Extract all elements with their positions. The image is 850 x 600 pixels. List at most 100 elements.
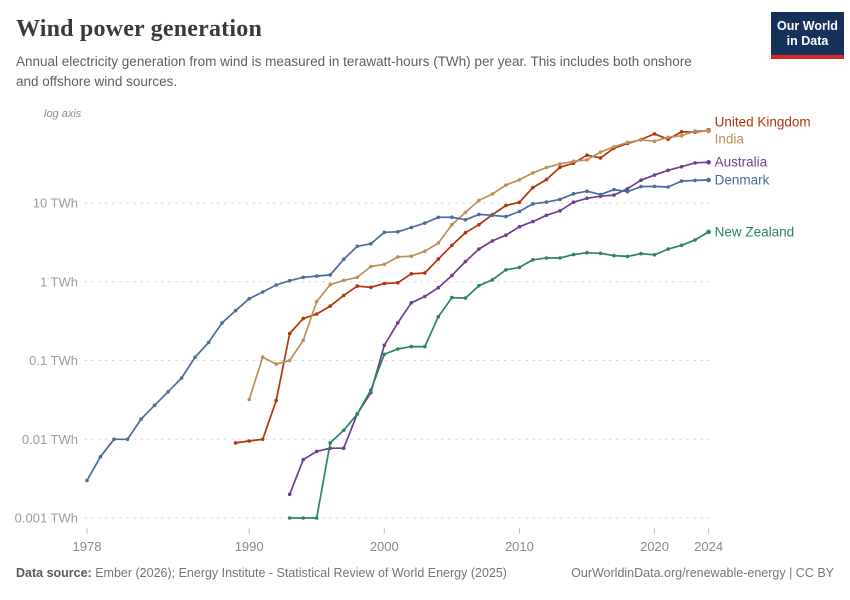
data-point[interactable] (504, 214, 508, 219)
data-point[interactable] (477, 283, 481, 288)
data-point[interactable] (706, 177, 711, 183)
data-point[interactable] (693, 161, 697, 165)
data-point[interactable] (463, 296, 468, 300)
data-point[interactable] (193, 355, 197, 360)
data-point[interactable] (666, 168, 670, 173)
data-point[interactable] (382, 230, 387, 235)
data-point[interactable] (355, 275, 360, 280)
data-point[interactable] (693, 238, 697, 242)
data-point[interactable] (247, 397, 251, 402)
data-point[interactable] (436, 257, 441, 261)
data-point[interactable] (706, 229, 711, 235)
data-point[interactable] (369, 285, 373, 290)
data-point[interactable] (639, 138, 643, 142)
data-point[interactable] (112, 437, 116, 442)
data-point[interactable] (652, 253, 657, 257)
data-point[interactable] (409, 225, 414, 230)
data-point[interactable] (585, 153, 589, 157)
data-point[interactable] (666, 247, 670, 251)
data-point[interactable] (287, 492, 292, 497)
data-point[interactable] (314, 274, 319, 278)
data-point[interactable] (490, 213, 495, 218)
footer-link[interactable]: OurWorldinData.org/renewable-energy | CC… (571, 566, 834, 580)
data-point[interactable] (679, 179, 684, 183)
data-point[interactable] (328, 282, 333, 287)
data-point[interactable] (598, 150, 603, 154)
data-point[interactable] (314, 449, 319, 454)
data-point[interactable] (639, 178, 643, 182)
data-point[interactable] (463, 210, 468, 215)
data-point[interactable] (598, 251, 603, 256)
data-point[interactable] (314, 516, 319, 520)
data-point[interactable] (233, 308, 238, 313)
data-point[interactable] (423, 344, 427, 349)
data-point[interactable] (679, 164, 684, 169)
data-point[interactable] (693, 178, 697, 183)
data-point[interactable] (679, 243, 684, 248)
data-point[interactable] (625, 189, 630, 194)
data-point[interactable] (666, 135, 670, 140)
data-point[interactable] (517, 178, 522, 182)
series-line[interactable] (288, 161, 709, 495)
data-point[interactable] (274, 362, 279, 366)
data-point[interactable] (247, 296, 251, 301)
data-point[interactable] (531, 202, 535, 206)
data-point[interactable] (571, 252, 576, 257)
series-new-zealand[interactable] (287, 229, 711, 520)
data-point[interactable] (558, 162, 562, 166)
data-point[interactable] (314, 312, 319, 316)
data-point[interactable] (517, 209, 522, 214)
data-point[interactable] (531, 185, 535, 190)
data-point[interactable] (517, 224, 522, 229)
data-point[interactable] (301, 338, 306, 343)
data-point[interactable] (341, 428, 346, 433)
data-point[interactable] (341, 257, 346, 262)
data-point[interactable] (341, 278, 346, 283)
data-point[interactable] (585, 189, 589, 193)
data-point[interactable] (477, 198, 481, 203)
data-point[interactable] (612, 145, 616, 149)
data-point[interactable] (625, 254, 630, 259)
data-point[interactable] (355, 284, 360, 288)
data-point[interactable] (436, 314, 441, 319)
data-point[interactable] (423, 221, 427, 225)
data-point[interactable] (693, 129, 697, 133)
data-point[interactable] (301, 516, 306, 520)
data-point[interactable] (477, 247, 481, 251)
data-point[interactable] (206, 340, 211, 345)
data-point[interactable] (287, 358, 292, 363)
data-point[interactable] (369, 388, 373, 393)
data-point[interactable] (558, 209, 562, 213)
data-point[interactable] (517, 200, 522, 205)
data-point[interactable] (463, 230, 468, 235)
data-point[interactable] (477, 222, 481, 227)
data-point[interactable] (504, 183, 508, 187)
data-point[interactable] (436, 241, 441, 245)
data-point[interactable] (706, 128, 711, 134)
data-point[interactable] (450, 273, 454, 278)
data-point[interactable] (612, 187, 616, 192)
data-point[interactable] (490, 239, 495, 243)
legend-label-denmark[interactable]: Denmark (715, 172, 770, 187)
data-point[interactable] (706, 159, 711, 165)
legend-label-india[interactable]: India (715, 132, 745, 147)
data-point[interactable] (517, 265, 522, 270)
data-point[interactable] (409, 344, 414, 349)
series-line[interactable] (248, 130, 709, 400)
owid-logo[interactable]: Our World in Data (771, 12, 844, 59)
data-point[interactable] (558, 197, 562, 202)
data-point[interactable] (409, 254, 414, 258)
data-point[interactable] (287, 331, 292, 336)
data-point[interactable] (328, 273, 333, 277)
data-point[interactable] (355, 244, 360, 249)
series-denmark[interactable] (85, 177, 711, 483)
series-india[interactable] (247, 128, 711, 402)
data-point[interactable] (679, 133, 684, 138)
data-point[interactable] (598, 192, 603, 197)
data-point[interactable] (450, 295, 454, 300)
data-point[interactable] (652, 139, 657, 143)
data-point[interactable] (490, 278, 495, 282)
data-point[interactable] (666, 185, 670, 189)
data-point[interactable] (652, 173, 657, 177)
